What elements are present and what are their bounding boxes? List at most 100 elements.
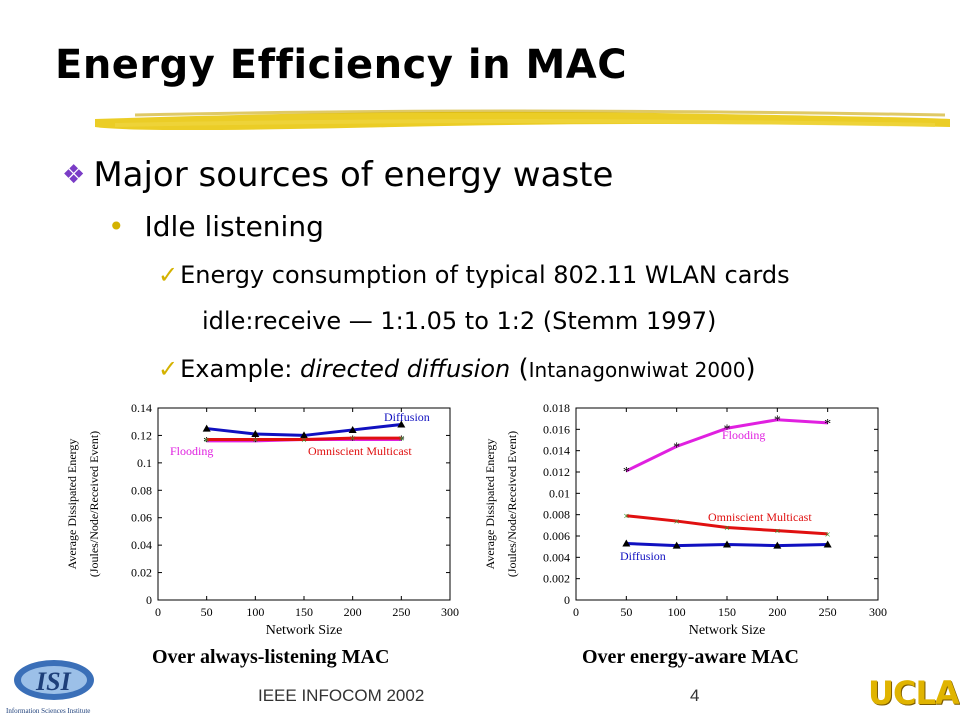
y-tick-label: 0: [146, 593, 152, 607]
check-example-citation: Intanagonwiwat 2000: [528, 358, 746, 382]
check-example-italic: directed diffusion: [299, 355, 511, 383]
round-bullet-icon: •: [108, 210, 125, 243]
data-point-marker: ×: [674, 516, 680, 528]
data-point-marker: [300, 431, 308, 439]
x-axis-label: Network Size: [266, 623, 343, 638]
x-tick-label: 150: [718, 605, 736, 619]
y-tick-label: 0.12: [131, 428, 152, 442]
series-label: Diffusion: [384, 410, 430, 424]
footer-conference: IEEE INFOCOM 2002: [258, 686, 425, 705]
y-tick-label: 0.008: [543, 508, 570, 522]
slide-title: Energy Efficiency in MAC: [55, 42, 628, 88]
y-axis-label-line1: Average Dissipated Energy: [65, 439, 79, 570]
data-point-marker: [823, 540, 832, 548]
data-point-marker: ×: [623, 511, 629, 523]
y-tick-label: 0: [564, 593, 570, 607]
bullet-major-sources: ❖ Major sources of energy waste: [62, 155, 613, 195]
isi-logo-text: ISI: [35, 667, 72, 696]
data-point-marker: *: [398, 434, 405, 449]
bullet-idle-listening-text: Idle listening: [144, 210, 324, 243]
data-point-marker: [672, 541, 681, 549]
y-tick-label: 0.006: [543, 529, 570, 543]
x-tick-label: 50: [201, 605, 213, 619]
data-point-marker: *: [349, 434, 356, 449]
y-tick-label: 0.018: [543, 401, 570, 415]
bullet-idle-listening: • Idle listening: [108, 210, 324, 243]
x-tick-label: 0: [573, 605, 579, 619]
data-point-marker: ×: [774, 526, 780, 538]
isi-logo: ISI Information Sciences Institute: [6, 660, 94, 715]
chart-energy-aware-caption: Over energy-aware MAC: [582, 646, 799, 668]
data-point-marker: ×: [301, 435, 307, 447]
series-label: Flooding: [722, 428, 765, 442]
chart-always-listening: 0 50 100 150 200 250 300 0 0.02 0.04 0.06 0.08 0.1 0.…: [65, 401, 459, 638]
x-tick-label: 0: [155, 605, 161, 619]
x-tick-label: 250: [392, 605, 410, 619]
data-point-marker: *: [673, 440, 680, 455]
x-tick-label: 200: [344, 605, 362, 619]
y-tick-label: 0.06: [131, 511, 152, 525]
x-tick-label: 200: [768, 605, 786, 619]
ucla-logo: UCLA: [868, 674, 960, 712]
title-underline-brush: [95, 109, 950, 130]
y-axis-label-line1: Average Dissipated Energy: [483, 439, 497, 570]
x-tick-label: 100: [246, 605, 264, 619]
x-tick-label: 50: [620, 605, 632, 619]
series-line-omniscient-multicast: [206, 436, 402, 442]
isi-logo-subtext: Information Sciences Institute: [6, 707, 90, 715]
y-tick-label: 0.01: [549, 486, 570, 500]
check-example-open-paren: (: [510, 354, 529, 384]
checkmark-icon: ✓: [158, 261, 179, 289]
data-point-marker: [251, 430, 260, 438]
series-label: Omniscient Multicast: [708, 510, 812, 524]
data-point-marker: [397, 420, 406, 428]
page-number: 4: [690, 686, 700, 705]
series-label: Flooding: [170, 444, 213, 458]
data-point-marker: ×: [398, 433, 404, 445]
data-point-marker: ×: [204, 435, 210, 447]
y-tick-label: 0.1: [137, 456, 152, 470]
data-point-marker: [773, 541, 782, 549]
y-axis-label-line2: (Joules/Node/Received Event): [87, 431, 101, 577]
y-tick-label: 0.04: [131, 538, 152, 552]
check-energy-consumption: ✓Energy consumption of typical 802.11 WL…: [158, 261, 790, 289]
y-tick-label: 0.08: [131, 483, 152, 497]
chart-always-listening-caption: Over always-listening MAC: [152, 646, 390, 668]
data-point-marker: [723, 540, 731, 548]
data-point-marker: [202, 424, 211, 432]
series-label: Omniscient Multicast: [308, 444, 412, 458]
chart-energy-aware: 0 50 100 150 200 250 300 0 0.002 0.004 0.006 0.008 0…: [483, 401, 887, 638]
data-point-marker: [622, 539, 631, 547]
data-point-marker: *: [724, 422, 731, 437]
data-point-marker: ×: [825, 529, 831, 541]
y-axis-label-line2: (Joules/Node/Received Event): [505, 431, 519, 577]
series-label: Diffusion: [620, 549, 666, 563]
data-point-marker: [348, 425, 357, 433]
y-tick-label: 0.016: [543, 422, 570, 436]
bullet-major-sources-text: Major sources of energy waste: [93, 155, 614, 195]
check-example: ✓Example: directed diffusion (Intanagonw…: [158, 354, 756, 384]
data-point-marker: *: [774, 414, 781, 429]
data-point-marker: *: [252, 435, 259, 450]
x-axis-label: Network Size: [689, 623, 766, 638]
y-tick-label: 0.014: [543, 444, 570, 458]
data-point-marker: *: [824, 417, 831, 432]
y-tick-label: 0.012: [543, 465, 570, 479]
y-tick-label: 0.002: [543, 572, 570, 586]
y-tick-label: 0.02: [131, 566, 152, 580]
check-example-prefix: Example:: [180, 355, 300, 383]
data-point-marker: ×: [724, 522, 730, 534]
x-tick-label: 150: [295, 605, 313, 619]
x-tick-label: 300: [869, 605, 887, 619]
data-point-marker: ×: [350, 433, 356, 445]
x-tick-label: 300: [441, 605, 459, 619]
y-tick-label: 0.004: [543, 550, 570, 564]
check-example-close-paren: ): [745, 354, 756, 384]
data-point-marker: ×: [252, 435, 258, 447]
checkmark-icon: ✓: [158, 355, 179, 383]
diamond-bullet-icon: ❖: [62, 160, 86, 190]
check-energy-consumption-cont: idle:receive — 1:1.05 to 1:2 (Stemm 1997…: [202, 307, 717, 335]
series-line-flooding: [625, 418, 828, 473]
x-tick-label: 100: [668, 605, 686, 619]
check-energy-consumption-text: Energy consumption of typical 802.11 WLA…: [180, 261, 790, 289]
